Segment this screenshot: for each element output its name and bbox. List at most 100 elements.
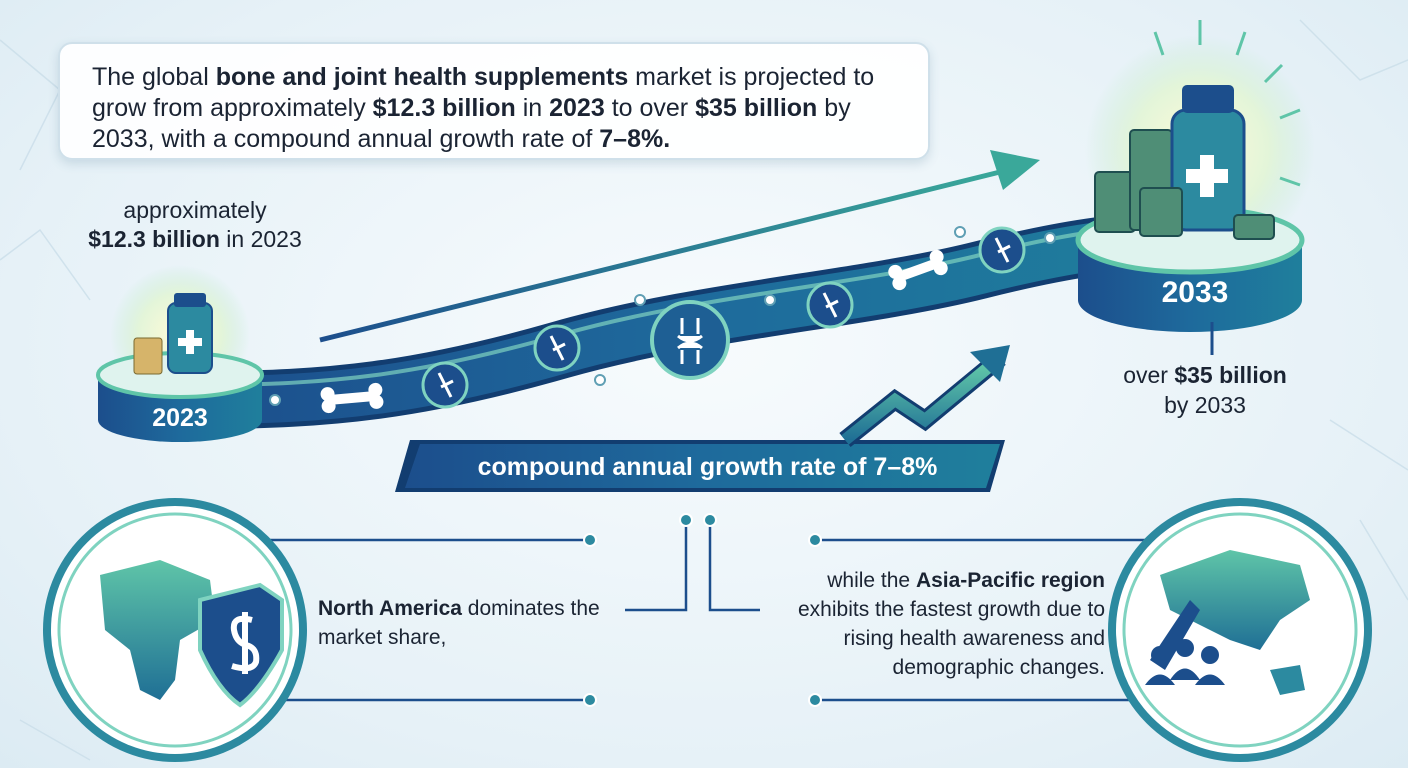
connector-dots-part (808, 533, 822, 547)
text: in (515, 94, 550, 122)
circuit-dots (269, 226, 1056, 406)
connector-dots-part (808, 693, 822, 707)
growth-arrow (319, 150, 1040, 343)
bone-icons-part-part (320, 387, 335, 402)
platform-2033-part (1139, 187, 1183, 237)
north-america-icon (43, 498, 307, 762)
joint-icons-part (421, 361, 469, 409)
platform-2033-part-part (1279, 176, 1301, 187)
circuit-dots-part (594, 374, 606, 386)
joint-icons-part (650, 300, 730, 380)
asia-pacific-icon-part (1176, 639, 1194, 657)
connector-dots (583, 513, 822, 707)
connectors-part (265, 538, 1150, 702)
joint-icons-part-part (437, 372, 454, 398)
asia-pacific-icon-part (1122, 512, 1358, 748)
platform-2033-part (1153, 20, 1301, 187)
circuit-dots-part (634, 294, 646, 306)
text: dominates the market share, (318, 597, 600, 649)
timeline-band-part (199, 216, 1191, 424)
growth-banner (395, 345, 1010, 492)
text: market is projected to grow from approxi… (92, 63, 875, 122)
text: over (1123, 362, 1175, 388)
bone-icons-part-part (898, 259, 938, 281)
circuit-dots-part (764, 294, 776, 306)
bone-icons-part-part (933, 261, 948, 276)
asia-pacific-icon-part (1201, 646, 1219, 664)
platform-2033 (1075, 20, 1315, 355)
text: $35 billion (1174, 362, 1287, 388)
platform-2033-part (1186, 155, 1228, 197)
growth-arrow-part (319, 169, 1001, 343)
joint-icons-part (806, 281, 854, 329)
text: by 2033, with a compound annual growth r… (92, 94, 851, 153)
joint-icons-part-part (549, 335, 566, 361)
platform-2023-part (178, 330, 202, 354)
bone-icons (320, 249, 948, 414)
text: Asia-Pacific region (915, 569, 1105, 592)
intro-text: The global bone and joint health supplem… (58, 42, 930, 160)
joint-icons-part (533, 324, 581, 372)
bone-icons-part (888, 249, 948, 291)
joint-icons-part (978, 226, 1026, 274)
text: while the (827, 569, 916, 592)
text: to over (604, 94, 696, 122)
circuit-dots-part (1044, 232, 1056, 244)
end-year: 2033 (1161, 276, 1229, 309)
text: 7–8% (599, 125, 664, 153)
timeline-band-part (199, 223, 1191, 387)
text: exhibits the fastest growth due to risin… (797, 598, 1105, 679)
platform-2023 (96, 265, 264, 442)
text: 2023 (549, 94, 605, 122)
growth-banner-part (405, 444, 1000, 488)
connectors-part (708, 520, 760, 612)
text: North America (318, 597, 462, 620)
north-america-text: North America dominates the market share… (318, 594, 608, 652)
platform-2033-part-part (1153, 31, 1165, 56)
text: by 2033 (1164, 392, 1246, 418)
platform-2033-part-part (1263, 63, 1284, 84)
joint-icons (421, 226, 1026, 409)
asia-pacific-icon-part (1145, 668, 1225, 685)
text: $35 billion (695, 94, 818, 122)
bone-icons-part-part (888, 264, 903, 279)
text: $12.3 billion (88, 226, 220, 252)
asia-pacific-icon-part (1270, 665, 1305, 695)
circuit-dots-part (269, 394, 281, 406)
bone-icons-part-part (321, 399, 336, 414)
bone-icons-part-part (929, 249, 944, 264)
timeline-band (199, 211, 1191, 429)
joint-icons-part-part (822, 292, 839, 318)
connector-dots-part (703, 513, 717, 527)
connectors-part (625, 520, 688, 612)
text: The global (92, 63, 216, 91)
connector-dots-part (583, 533, 597, 547)
start-year: 2023 (152, 404, 208, 432)
asia-pacific-icon-part (1151, 646, 1169, 664)
connector-dots-part (583, 693, 597, 707)
bone-icons-part-part (892, 276, 907, 291)
bone-icons-part-part (368, 382, 383, 397)
bone-icons-part (320, 382, 384, 414)
circuit-dots-part (954, 226, 966, 238)
growth-banner-part (841, 361, 994, 445)
north-america-icon-part (57, 512, 293, 748)
north-america-icon-part (230, 612, 260, 674)
bone-icons-part-part (369, 394, 384, 409)
text: bone and joint health supplements (215, 63, 629, 91)
text: . (663, 125, 671, 153)
platform-2033-part (1233, 214, 1275, 240)
growth-arrow-part (990, 150, 1040, 190)
bone-icons-part-part (329, 391, 375, 405)
platform-2033-part (1182, 85, 1234, 113)
north-america-icon-part (100, 560, 215, 700)
growth-banner-text: compound annual growth rate of 7–8% (477, 453, 938, 481)
connectors (265, 520, 1150, 702)
end-label: over $35 billion by 2033 (1080, 360, 1330, 420)
text: $12.3 billion (372, 94, 516, 122)
platform-2023-part (174, 293, 206, 307)
connector-dots-part (679, 513, 693, 527)
text: in 2023 (219, 226, 302, 252)
asia-pacific-text: while the Asia-Pacific region exhibits t… (770, 566, 1105, 682)
